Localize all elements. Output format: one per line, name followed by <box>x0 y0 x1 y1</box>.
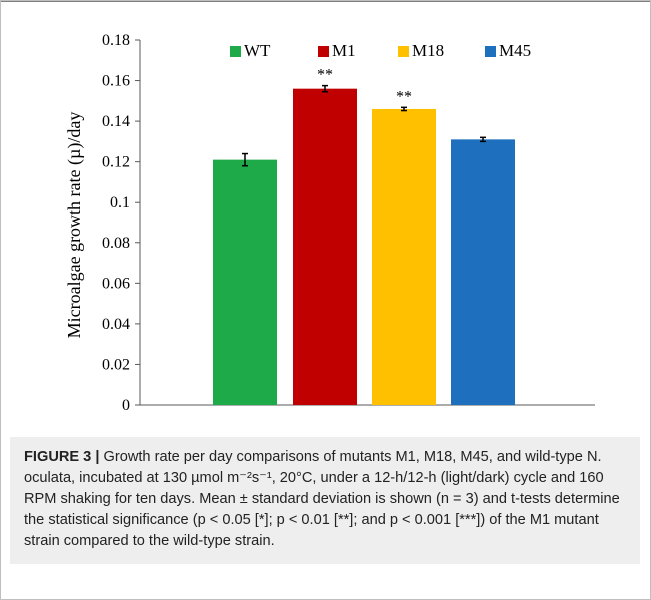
y-tick-label: 0.08 <box>102 235 130 252</box>
legend-label-m1: M1 <box>332 41 356 60</box>
legend-label-m45: M45 <box>499 41 531 60</box>
bar-wt <box>213 159 277 405</box>
y-tick-label: 0.18 <box>102 32 130 49</box>
bar-m18 <box>372 108 436 405</box>
figure-caption-text: Growth rate per day comparisons of mutan… <box>24 449 620 549</box>
figure-caption-label: FIGURE 3 | <box>24 449 100 465</box>
y-tick-label: 0.16 <box>102 73 130 90</box>
y-axis-title: Microalgae growth rate (µ)/day <box>64 112 85 339</box>
y-tick-label: 0 <box>122 397 130 414</box>
bar-chart: 0 0.02 0.04 0.06 0.08 0.1 0.12 0.14 0.16 0.18 ** *… <box>64 32 595 414</box>
figure-caption: FIGURE 3 | Growth rate per day compariso… <box>10 437 640 564</box>
legend-label-wt: WT <box>244 41 271 60</box>
significance-label: ** <box>317 67 333 84</box>
y-tick-label: 0.06 <box>102 275 130 292</box>
legend-swatch-wt <box>230 46 241 57</box>
legend-label-m18: M18 <box>412 41 444 60</box>
bar-m45 <box>451 139 515 405</box>
y-tick-label: 0.02 <box>102 356 130 373</box>
significance-label: ** <box>396 88 412 105</box>
legend-swatch-m45 <box>485 46 496 57</box>
legend-swatch-m1 <box>318 46 329 57</box>
y-tick-label: 0.12 <box>102 154 130 171</box>
y-tick-label: 0.04 <box>102 316 130 333</box>
top-rule <box>0 0 651 2</box>
y-tick-label: 0.1 <box>110 194 130 211</box>
y-tick-label: 0.14 <box>102 113 130 130</box>
bar-m1 <box>293 88 357 406</box>
legend-swatch-m18 <box>398 46 409 57</box>
